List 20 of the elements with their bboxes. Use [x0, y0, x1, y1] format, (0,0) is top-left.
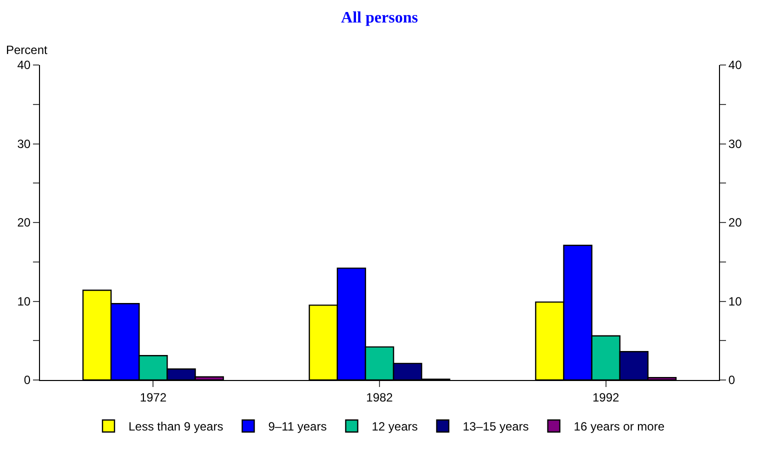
- y2-tick-label: 40: [728, 58, 742, 72]
- y-tick-label: 20: [17, 216, 31, 230]
- y-tick-label: 0: [24, 373, 31, 388]
- legend-label: 9–11 years: [268, 420, 327, 434]
- x-tick-label: 1992: [592, 390, 620, 404]
- y-tick-label: 30: [17, 136, 31, 151]
- legend-label: 13–15 years: [462, 420, 529, 434]
- y-tick-label: 10: [17, 294, 31, 308]
- y2-tick-label: 30: [728, 136, 742, 151]
- legend-label: 12 years: [372, 420, 418, 434]
- y2-tick-label: 20: [728, 216, 742, 230]
- chart-title: All persons: [341, 10, 418, 27]
- x-tick-label: 1972: [140, 390, 167, 404]
- legend-label: 16 years or more: [574, 420, 665, 434]
- y-tick-label: 40: [17, 58, 31, 72]
- y2-tick-label: 10: [728, 294, 742, 308]
- y-axis-title: Percent: [6, 43, 48, 57]
- y2-tick-label: 0: [728, 373, 736, 388]
- legend-label: Less than 9 years: [128, 420, 224, 434]
- x-tick-label: 1982: [366, 390, 394, 404]
